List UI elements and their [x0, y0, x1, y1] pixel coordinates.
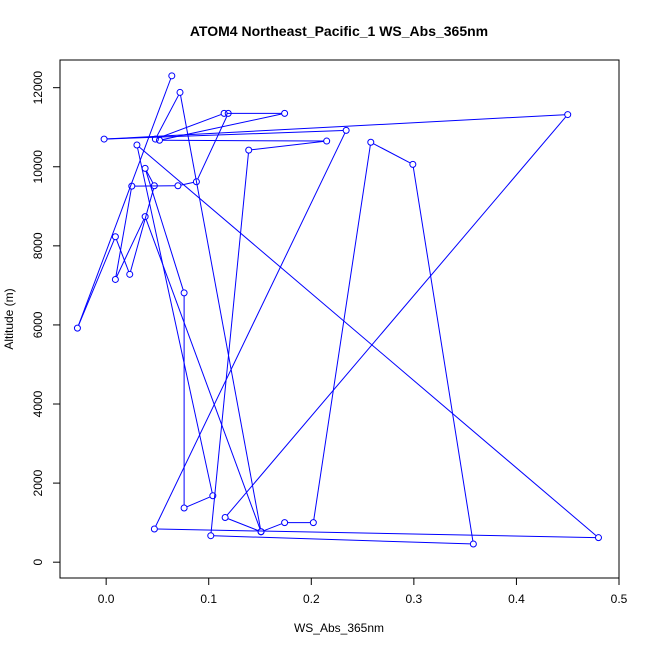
series-line-segment [313, 145, 371, 520]
data-point [220, 109, 228, 117]
series-line-segment [412, 167, 474, 542]
x-tick-label: 0.3 [406, 592, 423, 606]
data-point [111, 275, 119, 283]
data-point [176, 88, 184, 96]
data-point [150, 182, 158, 190]
data-point [257, 528, 265, 536]
series-line-segment [373, 143, 411, 164]
y-tick-label: 12000 [31, 71, 45, 105]
y-axis: 0 2000 4000 6000 8000 10000 12000 [31, 71, 61, 566]
data-point [323, 137, 331, 145]
y-tick-label: 4000 [31, 390, 45, 417]
series-line-segment [156, 94, 180, 137]
series-line-segment [251, 140, 324, 151]
x-tick-label: 0.2 [303, 592, 320, 606]
series-line-segment [107, 129, 344, 140]
data-point [367, 138, 375, 146]
series-line-segment [186, 496, 211, 508]
series-line-segment [263, 523, 283, 532]
y-tick-label: 10000 [31, 150, 45, 184]
data-point [128, 182, 136, 190]
data-point [141, 164, 149, 172]
series-line-segment [226, 116, 567, 516]
series-line-segment [116, 219, 145, 277]
data-point [207, 532, 215, 540]
series-line-segment [107, 114, 565, 140]
series-line-segment [155, 132, 346, 527]
data-point [564, 111, 572, 119]
data-point [192, 178, 200, 186]
data-point [155, 136, 163, 144]
data-point [180, 504, 188, 512]
y-axis-label: Altitude (m) [2, 288, 16, 349]
chart-title: ATOM4 Northeast_Pacific_1 WS_Abs_365nm [190, 23, 488, 39]
series-line-segment [158, 113, 222, 139]
y-tick-label: 6000 [31, 311, 45, 338]
data-point [469, 540, 477, 548]
series-line-segment [227, 518, 259, 532]
data-point [224, 109, 232, 117]
data-point [133, 141, 141, 149]
data-point [168, 72, 176, 80]
series-line-segment [162, 139, 324, 142]
data-point [309, 519, 317, 527]
data-point [180, 289, 188, 297]
series-line-segment [213, 535, 471, 545]
data-point [209, 492, 217, 500]
series-line-segment [115, 239, 130, 272]
series-line-segment [145, 219, 261, 530]
series-line-segment [78, 78, 172, 326]
series-line-segment [210, 153, 249, 533]
y-tick-label: 0 [31, 559, 45, 566]
data-point [342, 126, 350, 134]
series-line-segment [157, 528, 596, 539]
series-line-segment [115, 189, 132, 277]
data-point [245, 146, 253, 154]
x-axis-label: WS_Abs_365nm [294, 621, 384, 635]
x-tick-label: 0.0 [98, 592, 115, 606]
data-point [281, 519, 289, 527]
data-point [281, 109, 289, 117]
data-point [174, 182, 182, 190]
y-tick-label: 8000 [31, 232, 45, 259]
data-point [141, 213, 149, 221]
data-point [594, 534, 602, 542]
series-line-segment [180, 181, 194, 186]
series-layer [73, 72, 602, 548]
data-point [150, 525, 158, 533]
data-point [151, 135, 159, 143]
data-point [73, 324, 81, 332]
series-line-segment [78, 239, 115, 326]
data-point [409, 160, 417, 168]
series-line-segment [145, 171, 184, 291]
data-point [100, 135, 108, 143]
data-point [126, 270, 134, 278]
x-tick-label: 0.4 [508, 592, 525, 606]
x-axis: 0.0 0.1 0.2 0.3 0.4 0.5 [98, 577, 628, 606]
series-line-segment [180, 95, 261, 529]
data-point [221, 514, 229, 522]
x-tick-label: 0.1 [200, 592, 217, 606]
series-line-segment [197, 115, 228, 180]
y-tick-label: 2000 [31, 469, 45, 496]
data-point [111, 233, 119, 241]
x-tick-label: 0.5 [611, 592, 628, 606]
series-line-segment [146, 170, 154, 184]
series-line-segment [138, 146, 597, 537]
